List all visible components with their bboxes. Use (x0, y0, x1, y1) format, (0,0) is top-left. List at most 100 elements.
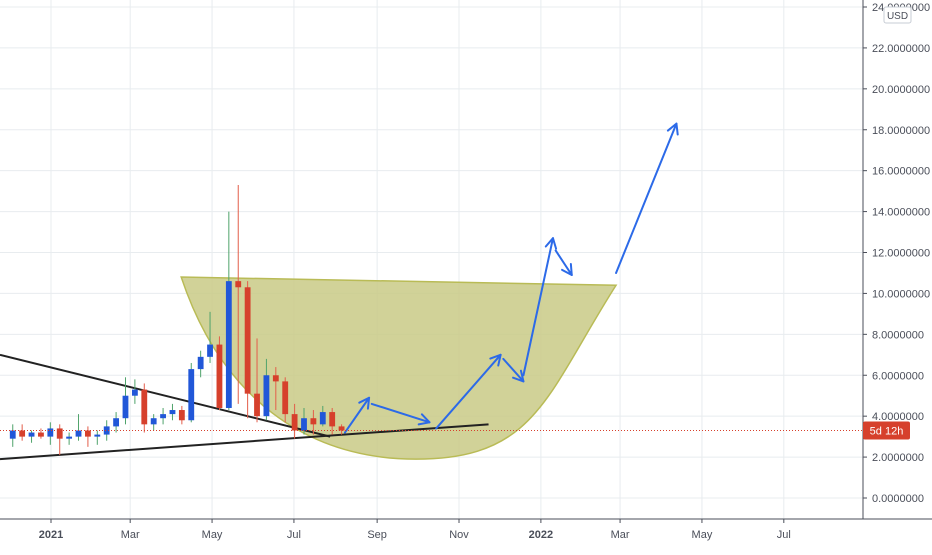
candle-body (75, 430, 82, 437)
candle-body (244, 287, 251, 394)
arrow-head (417, 413, 431, 426)
candle-down (19, 424, 26, 441)
projection-arrow (502, 357, 525, 383)
candle-up (47, 422, 54, 445)
candle-body (254, 393, 260, 417)
candle-up (66, 432, 73, 445)
y-tick-label: 22.0000000 (872, 43, 930, 55)
candle-body (113, 418, 120, 427)
projection-arrow (435, 353, 502, 430)
candle-body (188, 369, 195, 421)
arrow-head (489, 353, 502, 367)
candle-body (291, 414, 298, 431)
projection-arrow (522, 237, 558, 377)
candle-body (235, 281, 242, 288)
arrow-shaft (554, 249, 573, 277)
candle-body (19, 430, 26, 437)
candle-body (263, 375, 270, 417)
candle-body (150, 418, 157, 425)
projection-arrow (370, 402, 431, 426)
candle-up (113, 412, 120, 433)
trendlines (0, 353, 489, 461)
candles (9, 184, 345, 456)
arrow-head (544, 237, 558, 250)
currency-badge-label: USD (887, 11, 908, 22)
candle-body (122, 395, 129, 419)
price-label: 5d 12h (863, 421, 910, 440)
arrow-shaft (343, 396, 371, 434)
candle-down (141, 383, 148, 433)
projection-arrow (615, 122, 679, 274)
y-tick-label: 14.0000000 (872, 207, 930, 219)
y-tick-label: 12.0000000 (872, 248, 930, 260)
candle-down (56, 424, 63, 456)
candle-up (103, 420, 110, 441)
y-axis-labels[interactable]: 0.0000000 2.0000000 4.0000000 6.0000000 8.00… (863, 2, 930, 505)
x-tick-label: 2022 (529, 529, 553, 541)
candle-body (9, 430, 16, 439)
y-tick-label: 4.0000000 (872, 411, 924, 423)
projection-arrows (343, 122, 679, 434)
candle-body (197, 356, 204, 370)
candle-body (329, 412, 336, 427)
x-tick-label: Nov (449, 529, 469, 541)
arrow-shaft (502, 357, 525, 383)
candle-body (103, 426, 110, 435)
candle-body (66, 436, 73, 439)
trendline (0, 353, 331, 438)
candle-body (282, 381, 289, 415)
x-tick-label: May (202, 529, 223, 541)
candle-body (169, 410, 176, 415)
arrow-shaft (522, 237, 554, 377)
candle-up (197, 350, 204, 378)
x-tick-label: 2021 (39, 529, 63, 541)
candle-up (150, 414, 157, 431)
x-tick-label: Mar (611, 529, 630, 541)
currency-badge[interactable]: USD (883, 6, 912, 24)
trendline (0, 423, 489, 461)
candle-down (178, 405, 185, 425)
candle-down (38, 428, 44, 439)
candle-body (178, 410, 185, 421)
y-tick-label: 18.0000000 (872, 125, 930, 137)
arrow-head (666, 122, 679, 136)
candle-down (310, 410, 317, 435)
candle-body (47, 428, 54, 437)
x-tick-label: Jul (287, 529, 301, 541)
projection-arrow (343, 396, 371, 434)
candle-body (225, 281, 232, 408)
candle-body (160, 414, 166, 419)
y-tick-label: 2.0000000 (872, 452, 924, 464)
candle-down (272, 367, 279, 411)
candle-up (9, 424, 16, 447)
candle-body (131, 389, 138, 396)
candle-down (216, 336, 223, 411)
x-axis-labels[interactable]: 2021 Mar May Jul Sep Nov 2022 Mar May Jul (39, 519, 791, 541)
candle-body (38, 432, 44, 437)
candle-up (225, 211, 232, 411)
candle-body (84, 430, 91, 437)
arrow-shaft (615, 122, 678, 274)
x-tick-label: Mar (121, 529, 140, 541)
candle-up (160, 407, 166, 425)
candle-down (291, 403, 298, 439)
candle-up (94, 430, 101, 445)
candle-down (329, 407, 336, 435)
candle-body (56, 428, 63, 439)
x-tick-label: May (692, 529, 713, 541)
candle-up (122, 377, 129, 425)
candle-body (319, 412, 326, 425)
candle-body (301, 418, 307, 431)
price-label-box (863, 421, 910, 440)
y-tick-label: 16.0000000 (872, 166, 930, 178)
candle-body (310, 418, 317, 425)
price-label-text: 5d 12h (870, 425, 904, 437)
candle-down (84, 426, 91, 447)
y-tick-label: 10.0000000 (872, 288, 930, 300)
candle-down (235, 184, 242, 404)
candle-body (94, 434, 101, 437)
x-tick-label: Sep (367, 529, 387, 541)
arrow-head (561, 263, 573, 277)
